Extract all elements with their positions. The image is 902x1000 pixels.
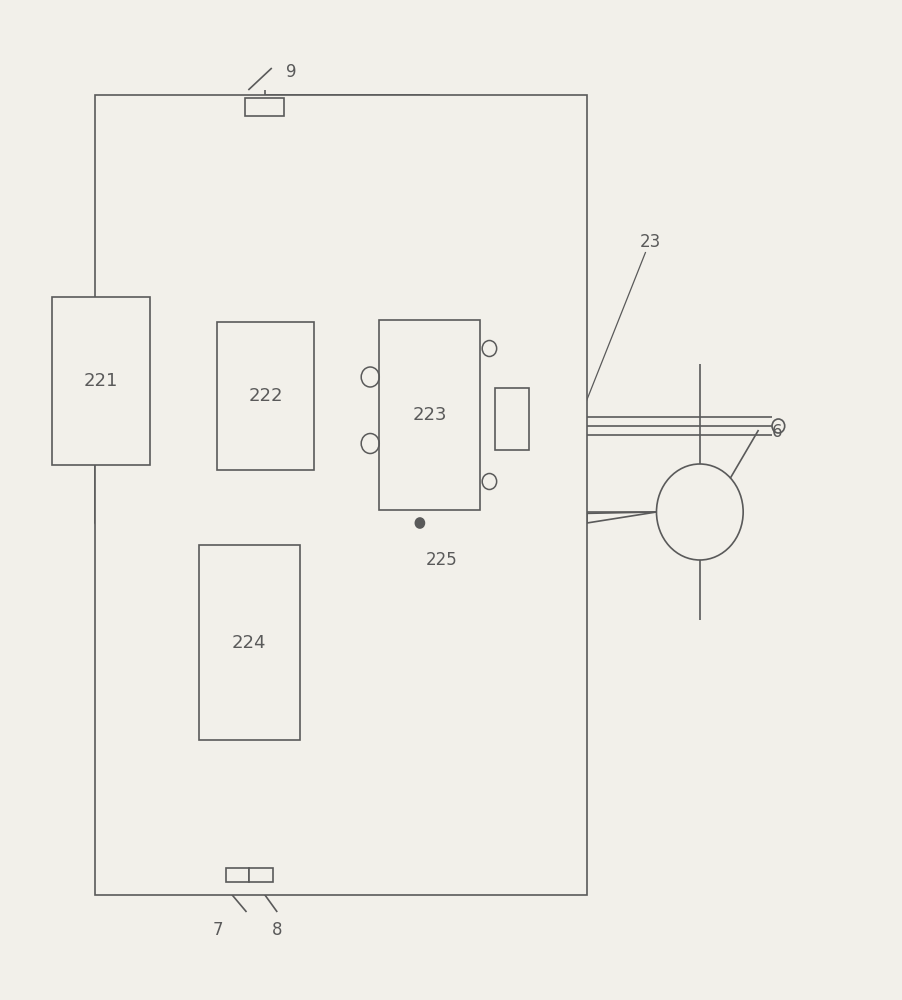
Text: 222: 222	[248, 387, 282, 405]
Text: 221: 221	[84, 372, 118, 390]
Text: 9: 9	[286, 63, 297, 81]
Text: 23: 23	[639, 233, 660, 251]
FancyBboxPatch shape	[226, 868, 249, 882]
Text: 7: 7	[212, 921, 223, 939]
Text: 6: 6	[771, 423, 782, 441]
FancyBboxPatch shape	[95, 95, 586, 895]
FancyBboxPatch shape	[52, 297, 150, 465]
FancyBboxPatch shape	[216, 322, 314, 470]
Text: 224: 224	[232, 634, 266, 652]
Text: 223: 223	[412, 406, 446, 424]
Text: 225: 225	[426, 551, 457, 569]
FancyBboxPatch shape	[198, 545, 299, 740]
FancyBboxPatch shape	[379, 320, 480, 510]
Text: 8: 8	[272, 921, 282, 939]
FancyBboxPatch shape	[244, 98, 284, 116]
Circle shape	[415, 518, 424, 528]
FancyBboxPatch shape	[494, 388, 529, 450]
FancyBboxPatch shape	[249, 868, 272, 882]
